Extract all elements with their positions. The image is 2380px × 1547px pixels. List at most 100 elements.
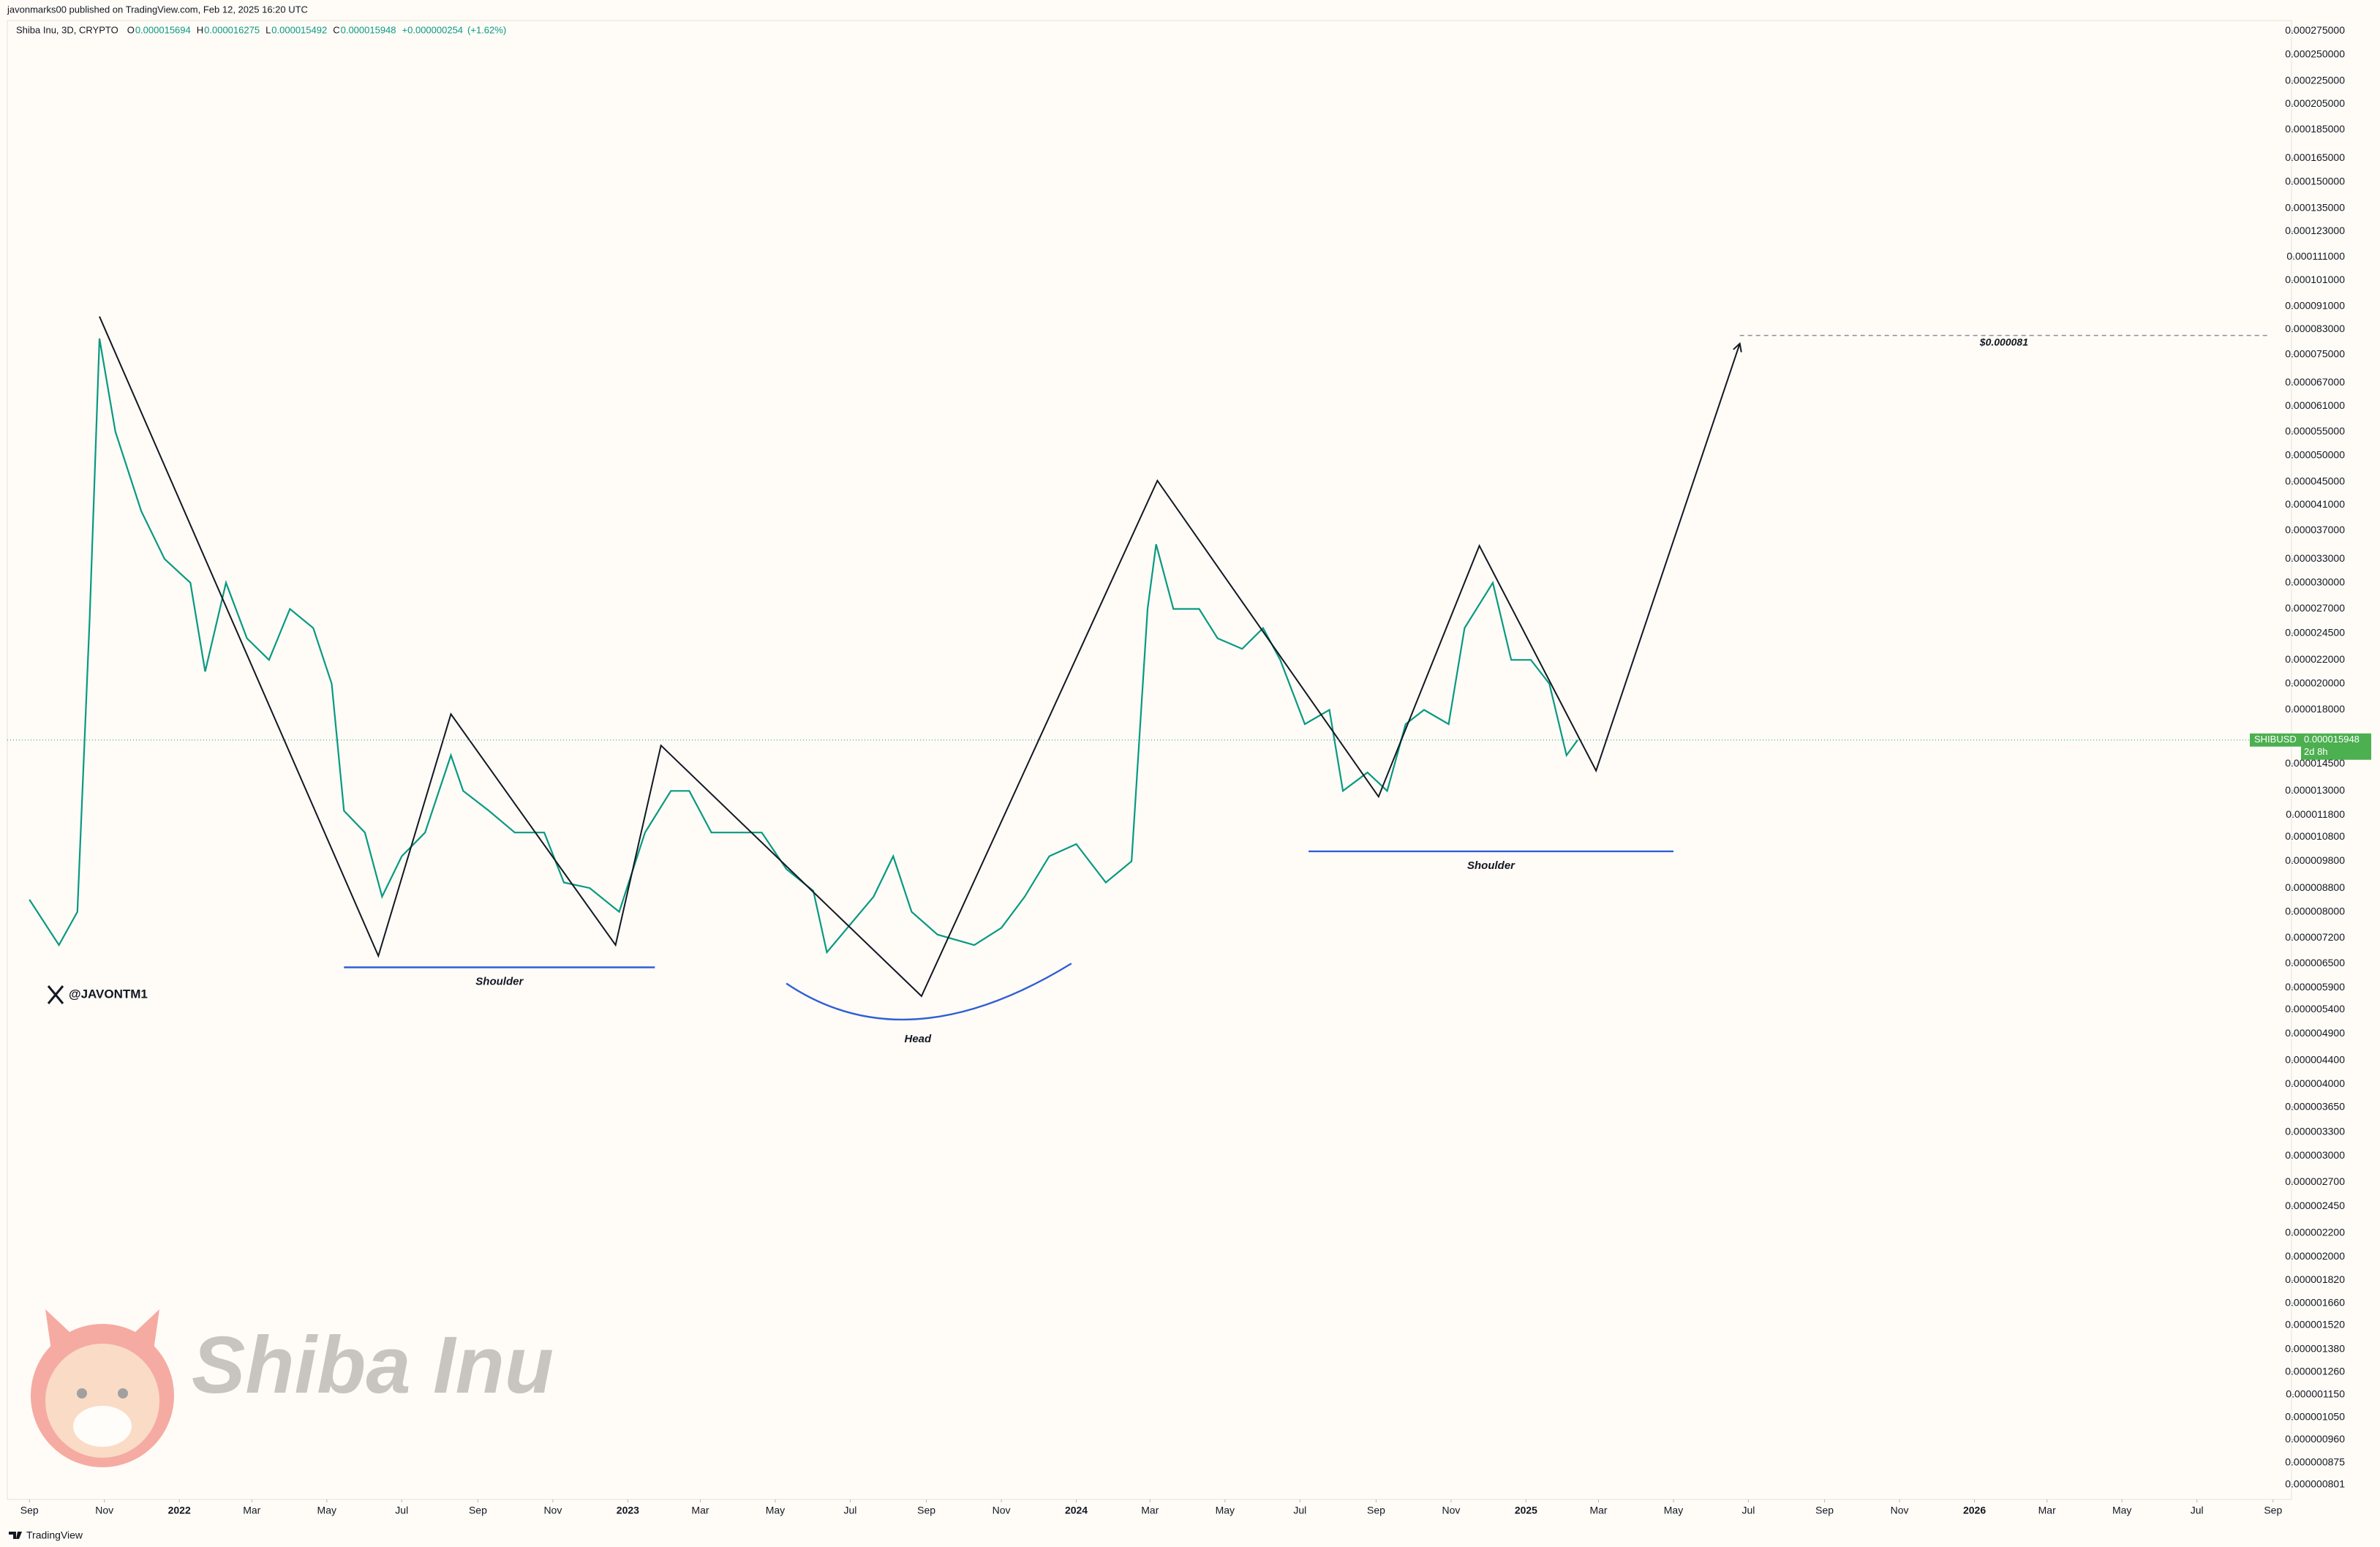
x-tick-label: Mar (691, 1505, 709, 1516)
ohlc-key: O (127, 24, 135, 35)
y-tick-label: 0.000037000 (2285, 524, 2345, 535)
y-tick-label: 0.000101000 (2285, 274, 2345, 285)
pattern-label: Head (904, 1033, 932, 1045)
price-tag-countdown: 2d 8h (2304, 746, 2328, 757)
y-tick-label: 0.000061000 (2285, 399, 2345, 411)
ohlc-key: H (197, 24, 203, 35)
arrow-head (1733, 342, 1742, 353)
x-tick-label: Mar (243, 1505, 260, 1516)
x-tick-label: Sep (1367, 1505, 1385, 1516)
y-tick-label: 0.000165000 (2285, 151, 2345, 163)
y-tick-label: 0.000205000 (2285, 97, 2345, 109)
pattern-label: Shoulder (475, 975, 524, 987)
y-tick-label: 0.000075000 (2285, 347, 2345, 359)
y-tick-label: 0.000002450 (2285, 1200, 2345, 1211)
y-tick-label: 0.000008000 (2285, 905, 2345, 916)
change: +0.000000254 (402, 24, 464, 35)
y-tick-label: 0.000001260 (2285, 1365, 2345, 1377)
head-curve (786, 963, 1072, 1021)
x-tick-label: May (766, 1505, 785, 1516)
ohlc-value: 0.000015694 (135, 24, 191, 35)
y-tick-label: 0.000027000 (2285, 602, 2345, 614)
y-tick-label: 0.000000960 (2285, 1433, 2345, 1445)
x-tick-label: Sep (1815, 1505, 1834, 1516)
y-tick-label: 0.000020000 (2285, 677, 2345, 688)
x-tick-label: Nov (543, 1505, 562, 1516)
x-tick-label: Nov (1442, 1505, 1460, 1516)
x-tick-label: Jul (395, 1505, 408, 1516)
y-tick-label: 0.000185000 (2285, 123, 2345, 135)
target-label: $0.000081 (1979, 336, 2028, 347)
x-tick-label: Mar (2038, 1505, 2056, 1516)
y-tick-label: 0.000055000 (2285, 425, 2345, 437)
price-tag-bg (2301, 733, 2371, 760)
x-tick-label: 2022 (168, 1505, 191, 1516)
ohlc-value: 0.000015948 (341, 24, 396, 35)
y-tick-label: 0.000067000 (2285, 376, 2345, 388)
y-tick-label: 0.000001820 (2285, 1273, 2345, 1285)
y-tick-label: 0.000250000 (2285, 48, 2345, 60)
y-tick-label: 0.000001660 (2285, 1297, 2345, 1309)
y-tick-label: 0.000004000 (2285, 1077, 2345, 1089)
y-tick-label: 0.000225000 (2285, 75, 2345, 86)
watermark-text: Shiba Inu (192, 1320, 554, 1410)
x-tick-label: May (1216, 1505, 1235, 1516)
x-tick-label: 2023 (617, 1505, 639, 1516)
y-tick-label: 0.000111000 (2286, 250, 2345, 262)
y-tick-label: 0.000091000 (2285, 300, 2345, 312)
y-tick-label: 0.000000801 (2285, 1478, 2345, 1490)
y-tick-label: 0.000123000 (2285, 225, 2345, 236)
zigzag (99, 316, 1741, 998)
y-tick-label: 0.000022000 (2285, 653, 2345, 665)
x-tick-label: May (2112, 1505, 2131, 1516)
pattern-label: Shoulder (1467, 859, 1515, 872)
y-tick-label: 0.000045000 (2285, 475, 2345, 486)
y-tick-label: 0.000275000 (2285, 24, 2345, 36)
x-tick-label: 2024 (1065, 1505, 1088, 1516)
y-tick-label: 0.000002000 (2285, 1250, 2345, 1262)
y-tick-label: 0.000001380 (2285, 1342, 2345, 1354)
y-tick-label: 0.000001520 (2285, 1319, 2345, 1330)
y-tick-label: 0.000003650 (2285, 1100, 2345, 1112)
x-tick-label: Jul (2191, 1505, 2204, 1516)
footer: TradingView (26, 1529, 83, 1541)
ohlc-value: 0.000016275 (204, 24, 260, 35)
y-tick-label: 0.000009800 (2285, 854, 2345, 866)
y-tick-label: 0.000014500 (2285, 757, 2345, 769)
ohlc-value: 0.000015492 (271, 24, 327, 35)
x-tick-label: Sep (917, 1505, 935, 1516)
y-tick-label: 0.000003300 (2285, 1126, 2345, 1137)
y-tick-label: 0.000050000 (2285, 448, 2345, 460)
ohlc-key: L (266, 24, 271, 35)
x-tick-label: Jul (1293, 1505, 1306, 1516)
shiba-logo (31, 1309, 174, 1467)
y-tick-label: 0.000004900 (2285, 1027, 2345, 1039)
x-tick-label: Mar (1141, 1505, 1159, 1516)
x-tick-label: Nov (1891, 1505, 1909, 1516)
y-tick-label: 0.000018000 (2285, 703, 2345, 715)
x-tick-label: Jul (843, 1505, 856, 1516)
y-tick-label: 0.000135000 (2285, 201, 2345, 213)
change-pct: (+1.62%) (467, 24, 506, 35)
y-tick-label: 0.000006500 (2285, 957, 2345, 968)
y-tick-label: 0.000150000 (2285, 176, 2345, 187)
x-tick-label: May (1664, 1505, 1683, 1516)
x-tick-label: Nov (993, 1505, 1011, 1516)
x-tick-label: Jul (1742, 1505, 1755, 1516)
y-tick-label: 0.000005400 (2285, 1003, 2345, 1015)
price-tag-symbol-bg (2250, 733, 2301, 747)
y-tick-label: 0.000008800 (2285, 881, 2345, 893)
y-tick-label: 0.000007200 (2285, 931, 2345, 943)
y-tick-label: 0.000010800 (2285, 830, 2345, 842)
x-tick-label: Sep (20, 1505, 39, 1516)
y-tick-label: 0.000002200 (2285, 1227, 2345, 1238)
y-tick-label: 0.000041000 (2285, 498, 2345, 510)
y-tick-label: 0.000083000 (2285, 323, 2345, 334)
x-tick-label: Nov (95, 1505, 113, 1516)
y-tick-label: 0.000030000 (2285, 576, 2345, 587)
tv-logo (9, 1532, 22, 1539)
y-tick-label: 0.000001150 (2286, 1388, 2345, 1399)
